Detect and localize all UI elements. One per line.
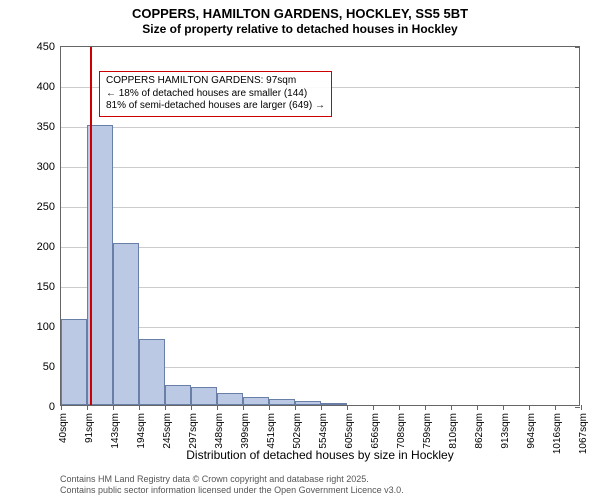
y-tick-label: 50 bbox=[43, 361, 61, 373]
x-tick-label: 759sqm bbox=[422, 413, 433, 449]
y-tick-mark bbox=[575, 127, 580, 128]
histogram-bar bbox=[191, 387, 217, 405]
x-tick-mark bbox=[61, 405, 62, 410]
footer-line-2: Contains public sector information licen… bbox=[60, 485, 404, 496]
x-tick-mark bbox=[321, 405, 322, 410]
y-tick-mark bbox=[575, 167, 580, 168]
y-tick-label: 400 bbox=[37, 81, 61, 93]
y-tick-mark bbox=[575, 87, 580, 88]
x-tick-mark bbox=[243, 405, 244, 410]
x-tick-label: 605sqm bbox=[344, 413, 355, 449]
y-tick-mark bbox=[575, 287, 580, 288]
y-tick-mark bbox=[575, 327, 580, 328]
y-tick-mark bbox=[575, 47, 580, 48]
x-tick-mark bbox=[165, 405, 166, 410]
x-tick-label: 502sqm bbox=[292, 413, 303, 449]
histogram-bar bbox=[269, 399, 295, 405]
x-tick-label: 913sqm bbox=[500, 413, 511, 449]
histogram-bar bbox=[321, 403, 347, 405]
chart-title-sub: Size of property relative to detached ho… bbox=[0, 22, 600, 36]
annotation-line-1: COPPERS HAMILTON GARDENS: 97sqm bbox=[106, 75, 325, 88]
y-tick-label: 300 bbox=[37, 161, 61, 173]
x-tick-mark bbox=[373, 405, 374, 410]
x-tick-label: 451sqm bbox=[266, 413, 277, 449]
y-tick-label: 450 bbox=[37, 41, 61, 53]
x-tick-mark bbox=[87, 405, 88, 410]
x-tick-mark bbox=[477, 405, 478, 410]
annotation-line-3: 81% of semi-detached houses are larger (… bbox=[106, 100, 325, 113]
x-tick-mark bbox=[347, 405, 348, 410]
x-tick-mark bbox=[399, 405, 400, 410]
x-tick-label: 399sqm bbox=[240, 413, 251, 449]
histogram-bar bbox=[139, 339, 165, 405]
x-tick-mark bbox=[217, 405, 218, 410]
x-tick-mark bbox=[295, 405, 296, 410]
footer-line-1: Contains HM Land Registry data © Crown c… bbox=[60, 474, 404, 485]
x-tick-label: 862sqm bbox=[474, 413, 485, 449]
chart-title-main: COPPERS, HAMILTON GARDENS, HOCKLEY, SS5 … bbox=[0, 6, 600, 21]
reference-line bbox=[90, 47, 92, 405]
x-tick-label: 194sqm bbox=[136, 413, 147, 449]
x-tick-label: 964sqm bbox=[526, 413, 537, 449]
histogram-bar bbox=[165, 385, 191, 405]
x-tick-mark bbox=[503, 405, 504, 410]
x-tick-mark bbox=[269, 405, 270, 410]
x-tick-mark bbox=[425, 405, 426, 410]
gridline bbox=[61, 127, 579, 128]
x-tick-label: 297sqm bbox=[188, 413, 199, 449]
gridline bbox=[61, 207, 579, 208]
x-tick-label: 554sqm bbox=[318, 413, 329, 449]
annotation-box: COPPERS HAMILTON GARDENS: 97sqm← 18% of … bbox=[99, 71, 332, 117]
y-tick-label: 0 bbox=[49, 401, 61, 413]
x-tick-label: 91sqm bbox=[84, 413, 95, 443]
annotation-line-2: ← 18% of detached houses are smaller (14… bbox=[106, 88, 325, 101]
plot-area: 05010015020025030035040045040sqm91sqm143… bbox=[60, 46, 580, 406]
x-tick-label: 810sqm bbox=[448, 413, 459, 449]
histogram-bar bbox=[217, 393, 243, 405]
y-tick-label: 150 bbox=[37, 281, 61, 293]
property-size-chart: COPPERS, HAMILTON GARDENS, HOCKLEY, SS5 … bbox=[0, 0, 600, 500]
x-tick-label: 708sqm bbox=[396, 413, 407, 449]
histogram-bar bbox=[113, 243, 139, 405]
x-tick-mark bbox=[529, 405, 530, 410]
x-tick-mark bbox=[581, 405, 582, 410]
y-tick-mark bbox=[575, 247, 580, 248]
y-tick-label: 100 bbox=[37, 321, 61, 333]
y-tick-mark bbox=[575, 207, 580, 208]
y-tick-label: 350 bbox=[37, 121, 61, 133]
histogram-bar bbox=[61, 319, 87, 405]
footer-attribution: Contains HM Land Registry data © Crown c… bbox=[60, 474, 404, 496]
y-tick-mark bbox=[575, 407, 580, 408]
x-tick-label: 656sqm bbox=[370, 413, 381, 449]
x-tick-label: 40sqm bbox=[58, 413, 69, 443]
y-tick-mark bbox=[575, 367, 580, 368]
x-tick-label: 245sqm bbox=[162, 413, 173, 449]
x-tick-mark bbox=[451, 405, 452, 410]
gridline bbox=[61, 167, 579, 168]
x-axis-label: Distribution of detached houses by size … bbox=[60, 448, 580, 462]
y-tick-label: 200 bbox=[37, 241, 61, 253]
x-tick-mark bbox=[113, 405, 114, 410]
histogram-bar bbox=[295, 401, 321, 405]
x-tick-mark bbox=[555, 405, 556, 410]
x-tick-mark bbox=[191, 405, 192, 410]
y-tick-label: 250 bbox=[37, 201, 61, 213]
histogram-bar bbox=[243, 397, 269, 405]
x-tick-mark bbox=[139, 405, 140, 410]
x-tick-label: 348sqm bbox=[214, 413, 225, 449]
x-tick-label: 143sqm bbox=[110, 413, 121, 449]
